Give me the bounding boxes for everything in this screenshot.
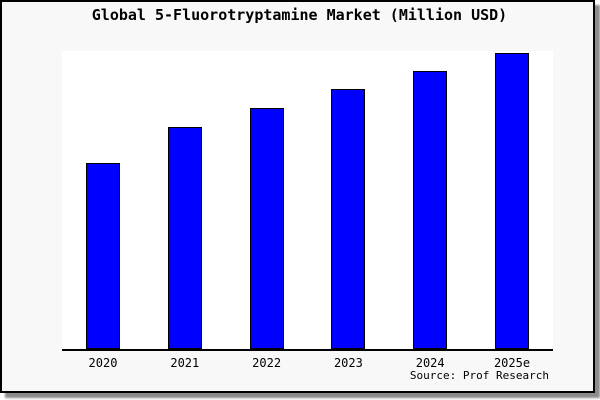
bar-2020 — [86, 163, 120, 349]
source-credit: Source: Prof Research — [409, 369, 549, 382]
x-axis-labels: 2020 2021 2022 2023 2024 2025e — [62, 356, 553, 372]
bar-2023 — [331, 88, 366, 349]
x-label-2020: 2020 — [88, 356, 118, 370]
bar-2021 — [167, 126, 202, 349]
x-label-2025e: 2025e — [493, 356, 531, 370]
chart-title: Global 5-Fluorotryptamine Market (Millio… — [91, 6, 508, 24]
x-label-2022: 2022 — [252, 356, 282, 370]
x-axis-line — [62, 349, 553, 351]
bar-2024 — [413, 70, 448, 349]
bar-2022 — [249, 107, 284, 349]
bar-2025e — [495, 53, 529, 349]
chart-frame: Global 5-Fluorotryptamine Market (Millio… — [0, 0, 595, 393]
x-label-2021: 2021 — [170, 356, 200, 370]
x-label-2023: 2023 — [333, 356, 363, 370]
x-label-2024: 2024 — [415, 356, 445, 370]
plot-area — [62, 51, 553, 349]
